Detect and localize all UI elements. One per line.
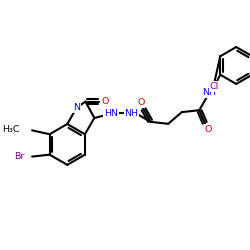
Text: NH: NH <box>124 108 138 118</box>
Text: O: O <box>137 98 145 107</box>
Text: NH: NH <box>202 88 216 97</box>
Text: H₃C: H₃C <box>2 125 20 134</box>
Text: O: O <box>204 125 212 134</box>
Text: N: N <box>73 103 80 112</box>
Text: O: O <box>101 97 108 106</box>
Text: Cl: Cl <box>210 82 219 91</box>
Text: Br: Br <box>14 152 24 161</box>
Text: HN: HN <box>104 108 118 118</box>
